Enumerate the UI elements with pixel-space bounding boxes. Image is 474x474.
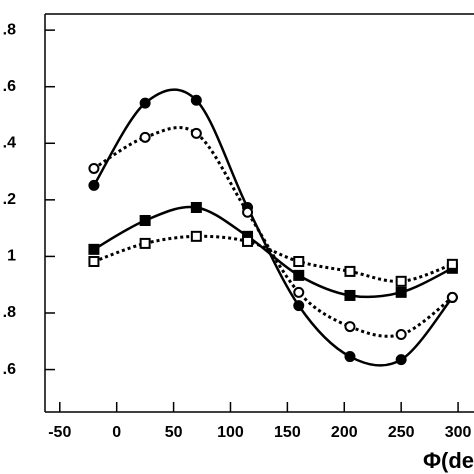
marker: [395, 275, 407, 287]
marker: [190, 201, 202, 213]
y-tick-label: .2: [3, 191, 16, 208]
marker: [139, 131, 151, 143]
marker: [293, 256, 305, 268]
marker: [88, 243, 100, 255]
marker: [293, 300, 305, 312]
marker: [344, 321, 356, 333]
series-line: [92, 88, 454, 367]
marker: [293, 286, 305, 298]
y-tick-label: .6: [3, 78, 16, 95]
x-tick-label: 300: [445, 424, 472, 441]
marker: [344, 351, 356, 363]
marker: [139, 97, 151, 109]
marker: [88, 162, 100, 174]
y-tick-label: .6: [3, 361, 16, 378]
x-tick-label: 250: [388, 424, 415, 441]
marker: [395, 286, 407, 298]
marker: [139, 237, 151, 249]
marker: [242, 206, 254, 218]
x-tick-label: -50: [48, 424, 71, 441]
marker: [395, 354, 407, 366]
marker: [88, 256, 100, 268]
x-tick-label: 150: [274, 424, 301, 441]
y-tick-label: .8: [3, 21, 16, 38]
marker: [446, 291, 458, 303]
y-tick-label: .8: [3, 304, 16, 321]
marker: [293, 269, 305, 281]
x-axis-label: Φ(de: [423, 448, 474, 473]
marker: [190, 230, 202, 242]
marker: [344, 289, 356, 301]
y-tick-label: .4: [3, 134, 16, 151]
marker: [139, 214, 151, 226]
marker: [190, 127, 202, 139]
marker: [88, 179, 100, 191]
x-tick-label: 50: [165, 424, 183, 441]
marker: [242, 235, 254, 247]
x-tick-label: 0: [112, 424, 121, 441]
marker: [190, 94, 202, 106]
y-tick-label: 1: [7, 248, 16, 265]
series-line: [93, 126, 454, 338]
marker: [344, 265, 356, 277]
x-tick-label: 200: [331, 424, 358, 441]
marker: [446, 258, 458, 270]
x-tick-label: 100: [217, 424, 244, 441]
marker: [395, 328, 407, 340]
